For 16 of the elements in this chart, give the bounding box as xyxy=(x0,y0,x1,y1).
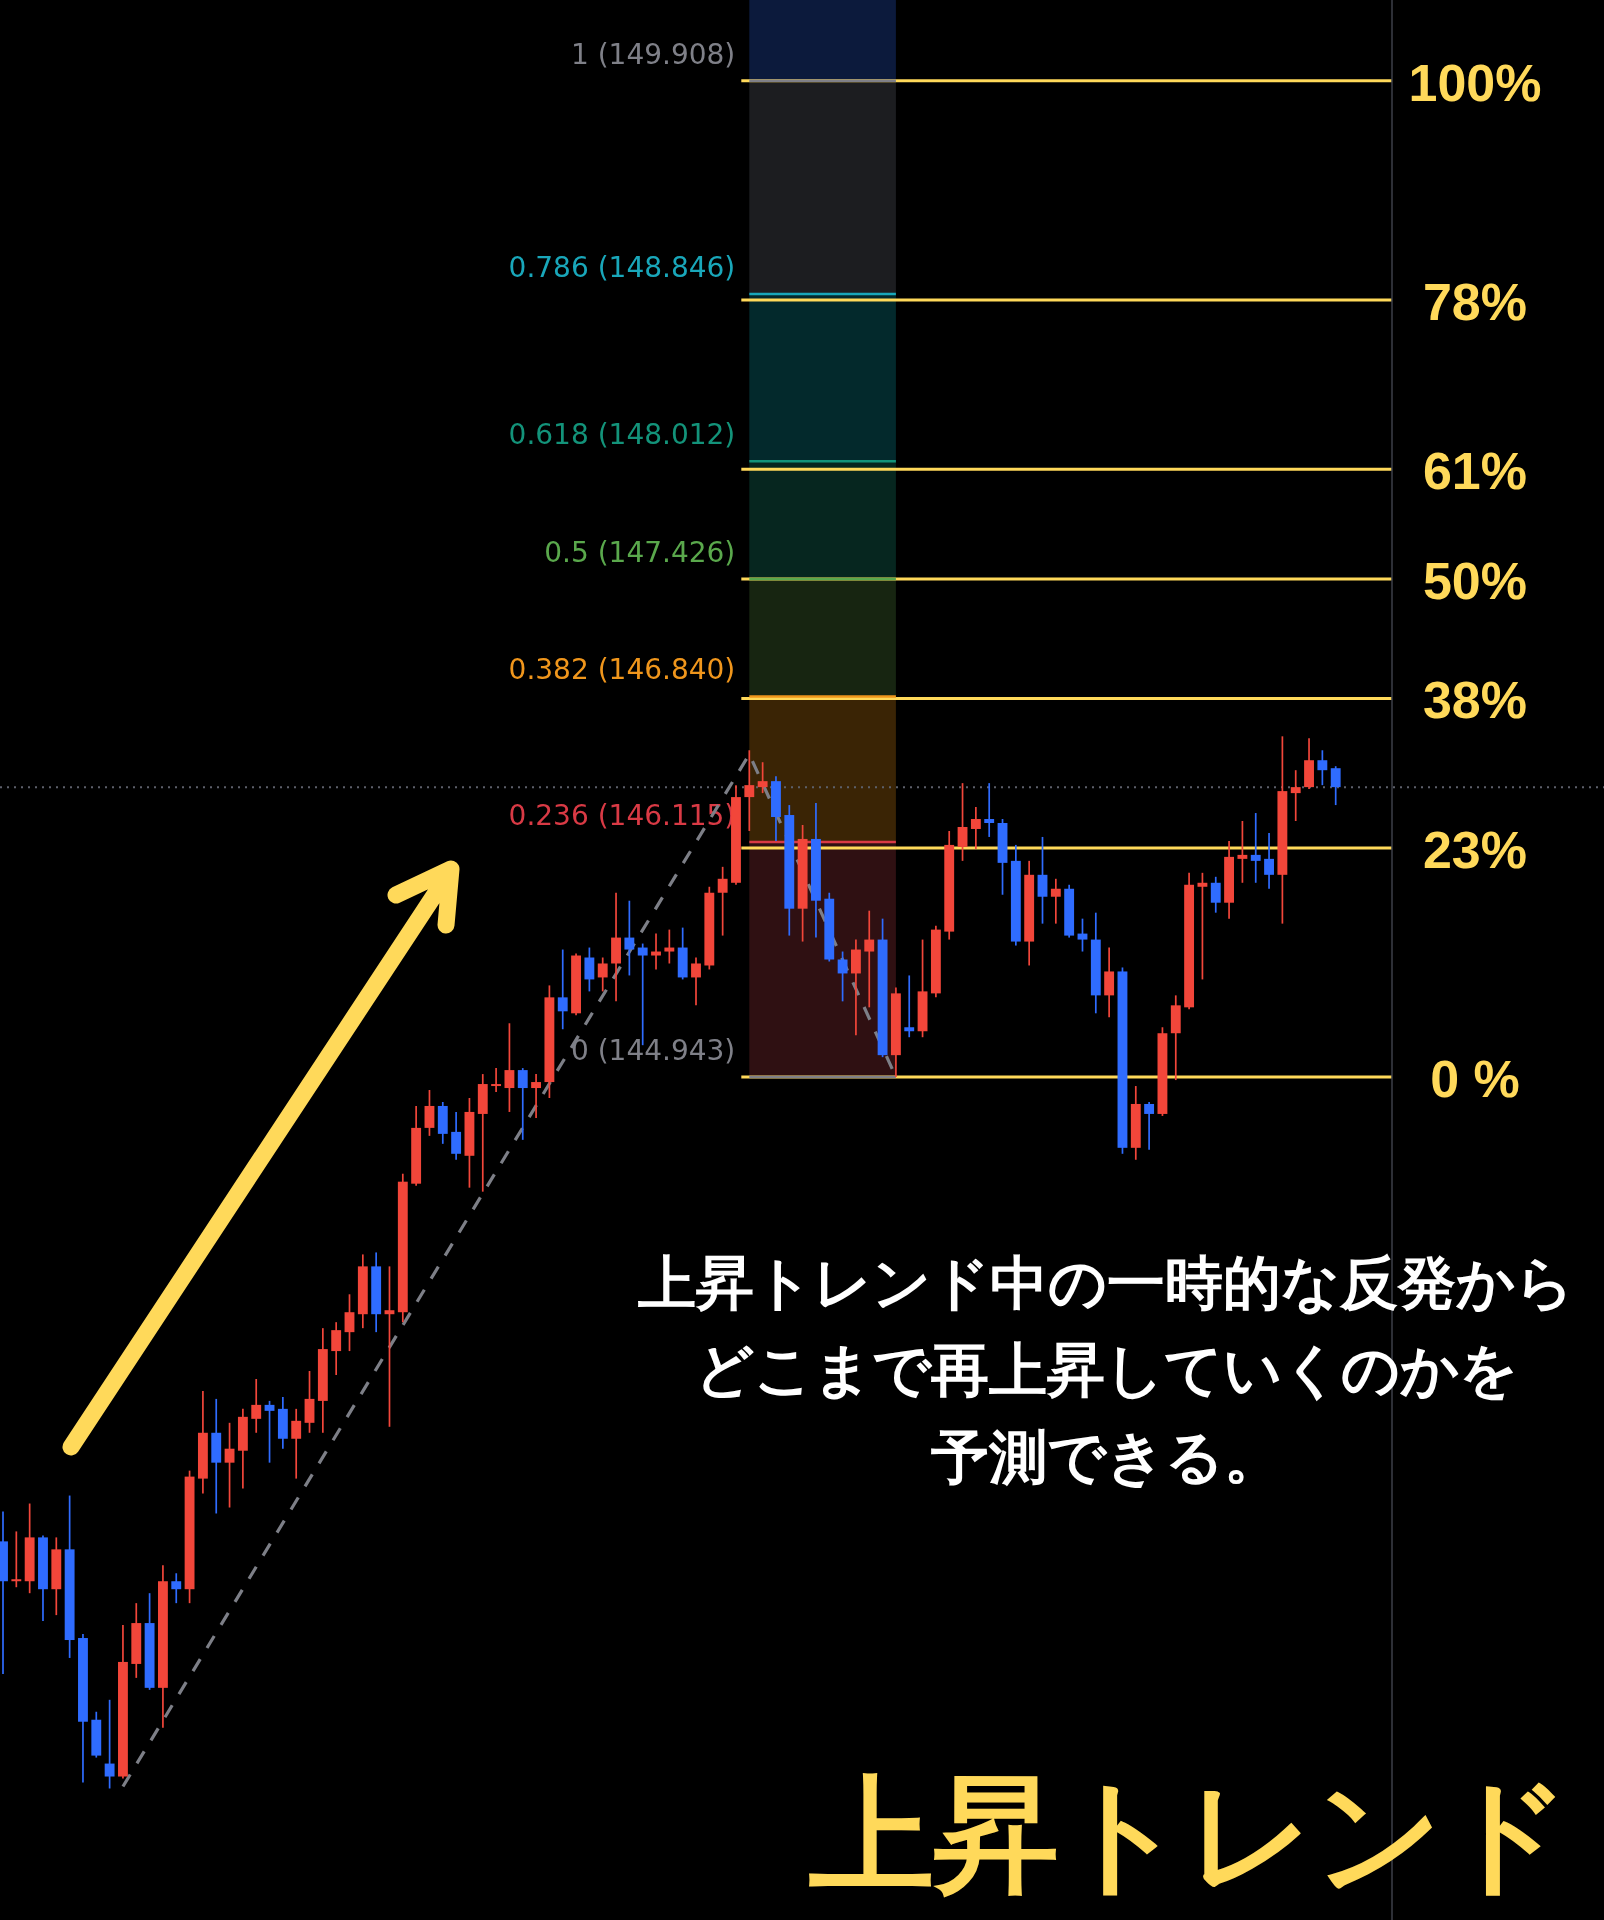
band-label: 0.5 (147.426) xyxy=(544,535,736,569)
y-tick-label: 100% xyxy=(1408,53,1542,112)
y-tick-label: 50% xyxy=(1422,551,1528,610)
annotation: 上昇トレンド中の一時的な反発から xyxy=(637,1250,1574,1315)
band-label: 0.786 (148.846) xyxy=(508,250,736,284)
band-label: 0.382 (146.840) xyxy=(508,653,736,687)
y-tick-label: 38% xyxy=(1422,671,1528,730)
band-label: 0.618 (148.012) xyxy=(508,418,736,452)
y-tick-label: 78% xyxy=(1422,272,1528,331)
y-tick-label: 23% xyxy=(1422,820,1528,879)
annotation: どこまで再上昇していくのかを xyxy=(694,1337,1518,1402)
y-tick-label: 0 % xyxy=(1430,1050,1520,1109)
text: 上昇トレンド xyxy=(809,1765,1571,1904)
annotation: 予測できる。 xyxy=(929,1424,1282,1489)
y-tick-label: 61% xyxy=(1422,442,1528,501)
band-label: 1 (149.908) xyxy=(570,37,736,71)
